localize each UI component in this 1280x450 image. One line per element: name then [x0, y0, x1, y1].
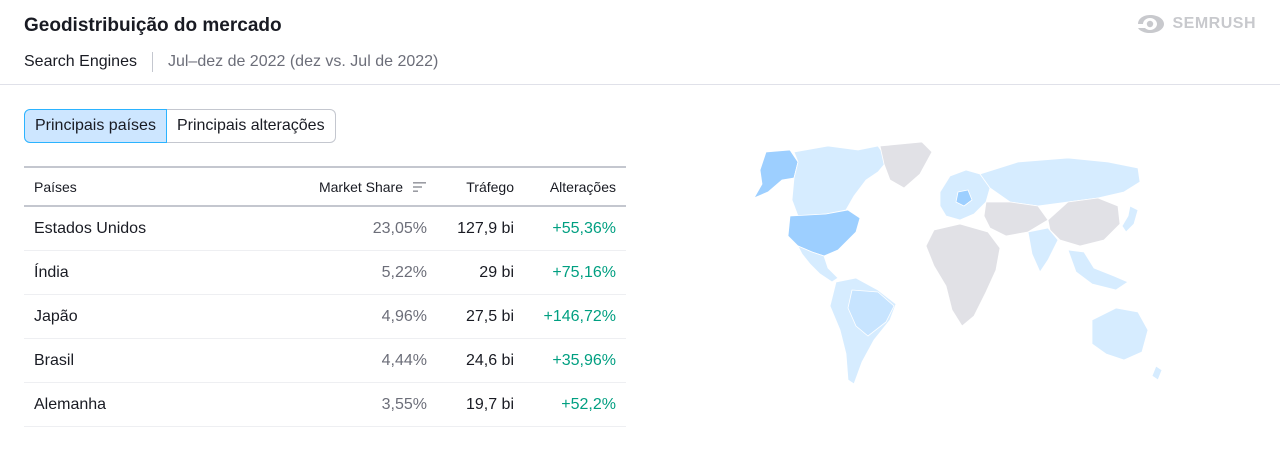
map-region-germany[interactable]: [955, 189, 973, 207]
world-map[interactable]: [728, 140, 1168, 400]
report-subtitle: Search Engines Jul–dez de 2022 (dez vs. …: [24, 52, 438, 72]
market-share-cell: 5,22%: [381, 263, 427, 281]
change-cell: +146,72%: [543, 307, 616, 325]
map-region-new-zealand[interactable]: [1151, 365, 1163, 381]
market-share-cell: 4,44%: [381, 351, 427, 369]
market-share-label: Market Share: [318, 178, 403, 195]
map-region-greenland[interactable]: [879, 141, 933, 189]
change-cell: +52,2%: [561, 395, 616, 413]
table-row[interactable]: Brasil 4,44% 24,6 bi +35,96%: [24, 339, 626, 383]
map-region-alaska[interactable]: [753, 149, 799, 199]
database-label: Search Engines: [24, 53, 137, 70]
market-share-cell: 3,55%: [381, 395, 427, 413]
map-region-brazil[interactable]: [847, 289, 895, 337]
traffic-cell: 29 bi: [479, 263, 514, 281]
market-share-cell: 23,05%: [372, 219, 427, 237]
map-region-usa[interactable]: [787, 209, 861, 257]
subtitle-divider: [151, 52, 153, 72]
country-cell: Estados Unidos: [34, 219, 147, 237]
traffic-cell: 127,9 bi: [457, 219, 514, 237]
map-region-russia[interactable]: [979, 157, 1141, 207]
table-header: Países Market Share Tráfego Alterações: [24, 166, 626, 207]
table-row[interactable]: Estados Unidos 23,05% 127,9 bi +55,36%: [24, 207, 626, 251]
countries-table: Países Market Share Tráfego Alterações E…: [24, 166, 626, 427]
map-region-india[interactable]: [1027, 227, 1059, 273]
semrush-flame-icon: [1138, 15, 1165, 33]
traffic-cell: 19,7 bi: [465, 395, 514, 413]
semrush-logo: SEMRUSH: [1136, 14, 1256, 34]
change-cell: +75,16%: [552, 263, 616, 281]
market-share-cell: 4,96%: [381, 307, 427, 325]
column-header-country: Países: [34, 178, 77, 195]
column-header-traffic: Tráfego: [466, 178, 514, 195]
map-region-central-america[interactable]: [797, 245, 839, 283]
traffic-cell: 27,5 bi: [465, 307, 514, 325]
brand-name: SEMRUSH: [1172, 15, 1256, 32]
map-region-africa[interactable]: [925, 223, 1001, 327]
table-row[interactable]: Japão 4,96% 27,5 bi +146,72%: [24, 295, 626, 339]
country-cell: Japão: [34, 307, 78, 325]
map-region-canada[interactable]: [791, 145, 889, 217]
change-cell: +35,96%: [552, 351, 616, 369]
column-header-market-share[interactable]: Market Share: [294, 179, 427, 195]
tab-top-countries[interactable]: Principais países: [24, 109, 167, 143]
sort-icon[interactable]: [413, 181, 427, 193]
period-label: Jul–dez de 2022 (dez vs. Jul de 2022): [167, 53, 439, 70]
column-header-change: Alterações: [549, 178, 616, 195]
page-title: Geodistribuição do mercado: [24, 15, 282, 36]
table-row[interactable]: Alemanha 3,55% 19,7 bi +52,2%: [24, 383, 626, 427]
map-region-australia[interactable]: [1091, 307, 1149, 361]
report-header: Geodistribuição do mercado Search Engine…: [0, 0, 1280, 85]
traffic-cell: 24,6 bi: [465, 351, 514, 369]
tab-top-changes[interactable]: Principais alterações: [166, 109, 336, 143]
view-tabs: Principais países Principais alterações: [24, 109, 336, 143]
map-region-japan[interactable]: [1121, 205, 1139, 233]
map-region-southeast-asia[interactable]: [1067, 249, 1129, 291]
country-cell: Alemanha: [34, 395, 107, 413]
map-region-china[interactable]: [1047, 197, 1121, 247]
country-cell: Índia: [34, 263, 69, 281]
country-cell: Brasil: [34, 351, 75, 369]
table-row[interactable]: Índia 5,22% 29 bi +75,16%: [24, 251, 626, 295]
change-cell: +55,36%: [552, 219, 616, 237]
